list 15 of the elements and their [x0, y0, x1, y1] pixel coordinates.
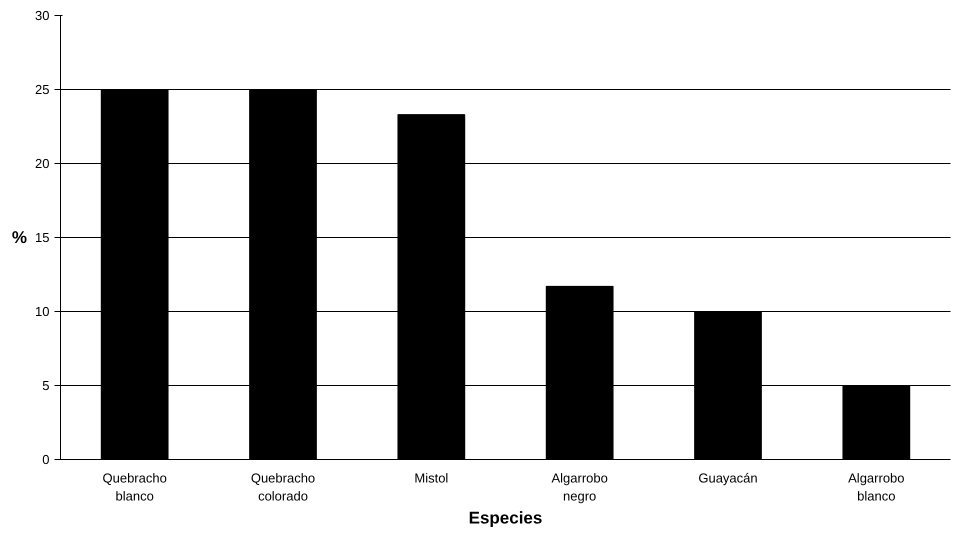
y-tick-label: 25	[35, 82, 50, 97]
x-tick-label: Mistol	[414, 470, 448, 486]
x-tick-label: Algarrobo blanco	[848, 470, 905, 504]
y-tick-label: 20	[35, 156, 50, 171]
x-tick-label: Algarrobo negro	[551, 470, 608, 504]
y-tick-label: 10	[35, 304, 50, 319]
x-tick-label: Guayacán	[698, 470, 758, 486]
y-tick-label: 0	[42, 452, 50, 467]
y-tick-label: 5	[42, 378, 50, 393]
x-tick-label: Quebracho blanco	[102, 470, 167, 504]
y-axis-title: %	[12, 228, 28, 247]
y-tick-label: 30	[35, 8, 50, 23]
x-tick-label: Quebracho colorado	[250, 470, 316, 504]
y-tick-label: 15	[35, 230, 50, 245]
x-axis-title: Especies	[468, 508, 542, 528]
